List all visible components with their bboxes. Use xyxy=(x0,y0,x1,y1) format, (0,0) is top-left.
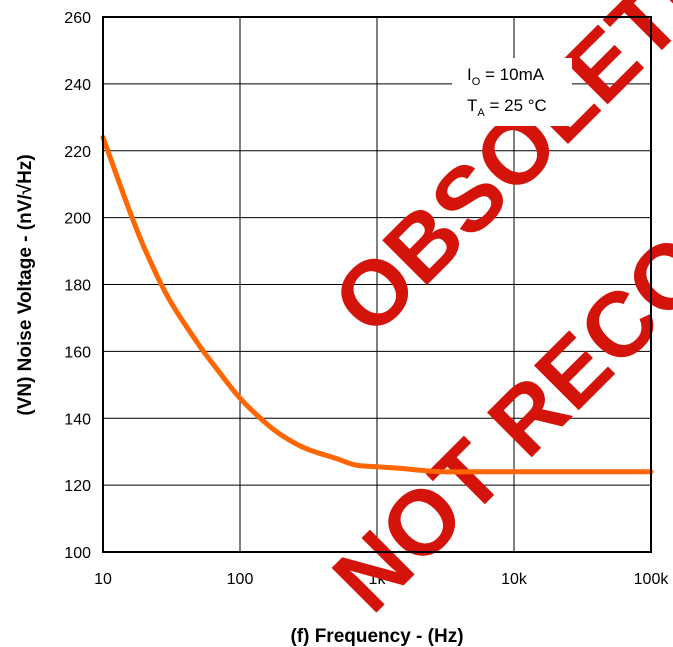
y-tick-label: 160 xyxy=(64,344,91,361)
y-tick-label: 140 xyxy=(64,411,91,428)
annotation-io: IO = 10mA xyxy=(467,65,545,88)
y-tick-labels: 100 120 140 160 180 200 220 240 260 xyxy=(64,10,91,562)
y-tick-label: 180 xyxy=(64,278,91,295)
x-tick-label: 10k xyxy=(501,571,528,588)
x-tick-label: 100k xyxy=(634,571,670,588)
y-tick-label: 120 xyxy=(64,478,91,495)
annotation-background xyxy=(452,58,572,126)
y-tick-label: 260 xyxy=(64,10,91,27)
y-tick-label: 240 xyxy=(64,77,91,94)
conditions-annotation: IO = 10mA TA = 25 °C xyxy=(452,58,572,126)
x-axis-title: (f) Frequency - (Hz) xyxy=(290,626,463,647)
x-tick-labels: 10 100 1k 10k 100k xyxy=(94,571,669,588)
x-tick-label: 100 xyxy=(227,571,254,588)
y-axis-title: (VN) Noise Voltage - (nV/√Hz) xyxy=(15,154,36,415)
x-tick-label: 1k xyxy=(369,571,387,588)
annotation-ta: TA = 25 °C xyxy=(467,96,547,119)
series-layer xyxy=(100,134,654,475)
noise-voltage-series-line xyxy=(100,134,654,475)
y-tick-label: 200 xyxy=(64,211,91,228)
plot-border xyxy=(102,16,652,553)
y-tick-label: 100 xyxy=(64,545,91,562)
y-tick-label: 220 xyxy=(64,144,91,161)
x-tick-label: 10 xyxy=(94,571,112,588)
